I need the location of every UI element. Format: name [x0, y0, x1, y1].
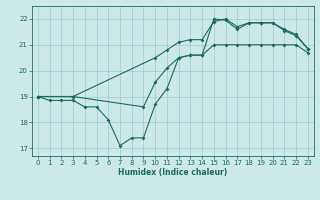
X-axis label: Humidex (Indice chaleur): Humidex (Indice chaleur) [118, 168, 228, 177]
